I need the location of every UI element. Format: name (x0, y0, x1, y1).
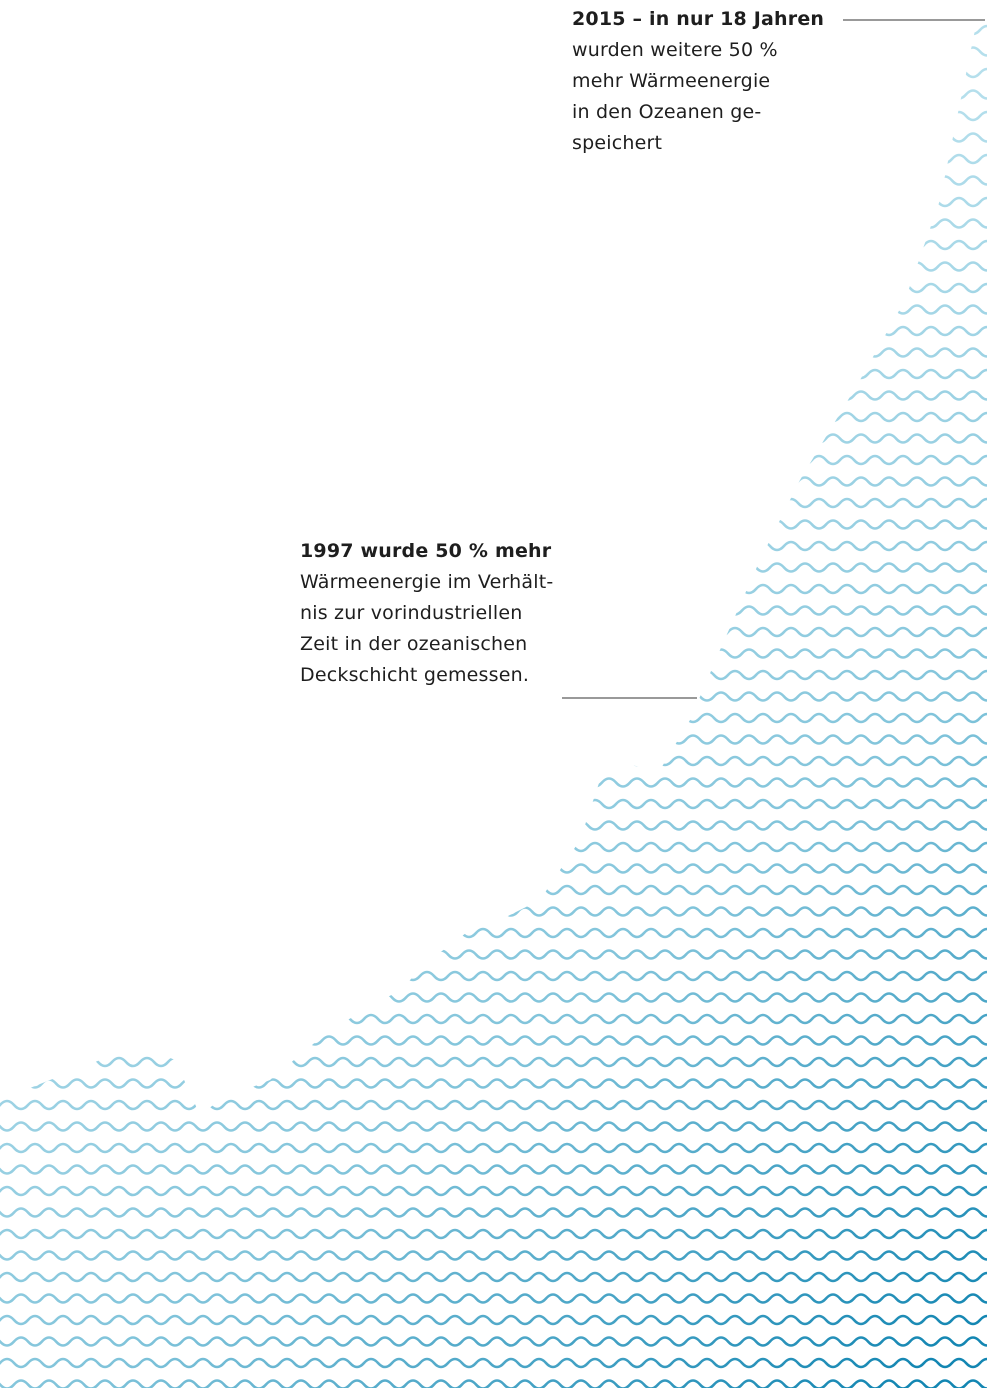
annotation-line: nis zur vorindustriellen (300, 602, 523, 624)
annotation-line: Wärmeenergie im Verhält- (300, 571, 554, 593)
wave-row (0, 454, 987, 466)
wave-row (0, 755, 987, 767)
wave-row (0, 132, 987, 143)
annotation-line: Deckschicht gemessen. (300, 664, 530, 686)
wave-row (0, 368, 987, 380)
annotation-line: mehr Wärmeenergie (572, 70, 771, 92)
wave-row (0, 1121, 987, 1132)
wave-row (0, 992, 987, 1003)
annotation: 1997 wurde 50 % mehr Wärmeenergie im Verh… (300, 536, 553, 691)
wave-row (0, 1099, 987, 1111)
wave-row (0, 1379, 987, 1388)
wave-row (0, 1056, 987, 1068)
wave-row (0, 1013, 987, 1025)
wave-row (0, 970, 987, 982)
wave-row (0, 175, 987, 186)
wave-row (0, 46, 987, 57)
wave-row (0, 24, 987, 36)
wave-row (0, 798, 987, 810)
wave-row (0, 1207, 987, 1218)
wave-row (0, 734, 987, 745)
wave-row (0, 884, 987, 896)
wave-row (0, 777, 987, 788)
wave-row (0, 239, 987, 251)
wave-row (0, 218, 987, 229)
wave-row (0, 1293, 987, 1304)
wave-row (0, 196, 987, 208)
wave-row (0, 347, 987, 358)
wave-rows (0, 24, 987, 1388)
wave-row (0, 1164, 987, 1175)
wave-row (0, 390, 987, 401)
wave-row (0, 110, 987, 122)
wave-row (0, 1336, 987, 1347)
wave-row (0, 153, 987, 165)
wave-row (0, 1250, 987, 1261)
annotation: 2015 – in nur 18 Jahren wurden weitere 50… (572, 4, 824, 159)
wave-row (0, 1314, 987, 1326)
wave-row (0, 282, 987, 294)
annotation-line: wurden weitere 50 % (572, 39, 778, 61)
wave-row (0, 476, 987, 487)
wave-row (0, 1357, 987, 1369)
wave-row (0, 906, 987, 917)
wave-row (0, 1271, 987, 1283)
wave-row (0, 519, 987, 530)
wave-row (0, 927, 987, 939)
annotation-heading: 1997 wurde 50 % mehr (300, 540, 552, 562)
wave-row (0, 411, 987, 423)
wave-row (0, 1078, 987, 1089)
wave-row (0, 261, 987, 272)
wave-row (0, 497, 987, 509)
wave-row (0, 89, 987, 100)
annotation-line: speichert (572, 132, 663, 154)
annotation-line: Zeit in der ozeanischen (300, 633, 528, 655)
wave-row (0, 1142, 987, 1154)
wave-row (0, 841, 987, 853)
annotation-line: in den Ozeanen ge- (572, 101, 762, 123)
wave-row (0, 67, 987, 79)
wave-row (0, 433, 987, 444)
annotation-heading: 2015 – in nur 18 Jahren (572, 8, 825, 30)
wave-row (0, 1185, 987, 1197)
wave-row (0, 1228, 987, 1240)
wave-row (0, 949, 987, 960)
wave-row (0, 863, 987, 874)
wave-row (0, 1035, 987, 1046)
wave-row (0, 712, 987, 724)
wave-row (0, 820, 987, 831)
wave-row (0, 691, 987, 702)
wave-row (0, 325, 987, 337)
wave-row (0, 304, 987, 315)
